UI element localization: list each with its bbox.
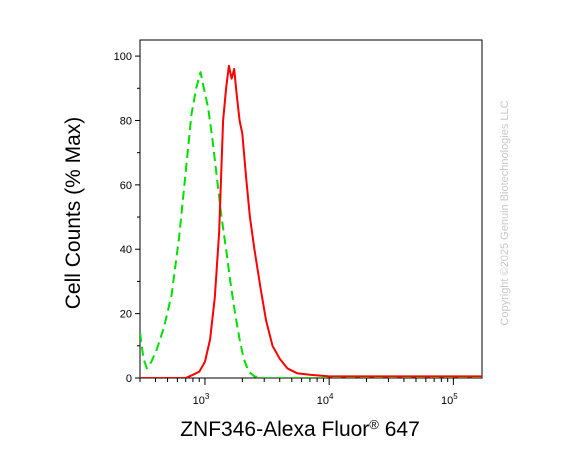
series-line-dashed [140,71,482,378]
y-axis-label: Cell Counts (% Max) [62,117,85,310]
y-axis: 0 20 40 60 80 100 [114,51,140,385]
x-tick-label: 105 [441,392,458,407]
x-tick-label: 104 [317,392,334,407]
y-tick-label: 0 [126,373,132,385]
x-axis-label: ZNF346-Alexa Fluor® 647 [180,417,420,441]
y-tick-label: 60 [120,180,132,192]
series-layer [140,64,482,378]
x-tick-label: 103 [193,392,210,407]
copyright-watermark: Copyright ©2025 Genuin Biotechnologies L… [499,100,511,325]
y-tick-label: 20 [120,309,132,321]
plot-border [139,39,483,379]
series-line-solid [140,64,482,378]
x-axis: 103 104 105 [139,378,458,407]
plot-frame [139,39,483,379]
y-tick-label: 80 [120,115,132,127]
y-tick-label: 100 [114,51,132,63]
y-tick-label: 40 [120,244,132,256]
